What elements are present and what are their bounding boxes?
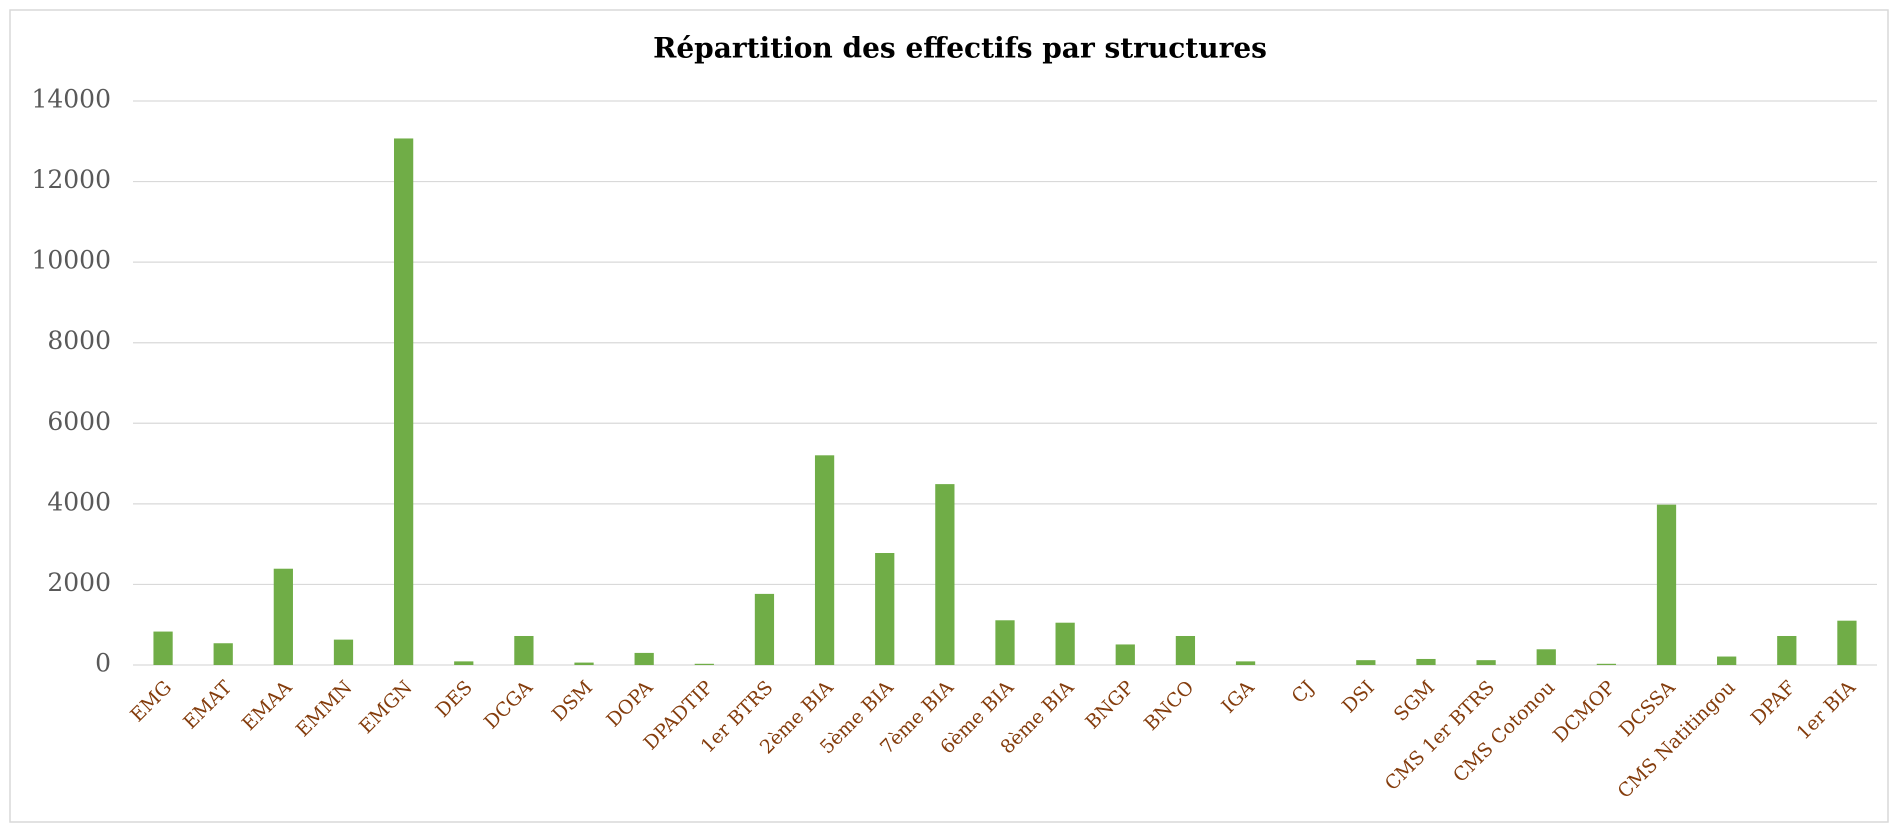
bar [754, 593, 775, 665]
bar [1777, 635, 1797, 665]
y-tick-label: 10000 [31, 246, 111, 275]
y-tick-label: 14000 [31, 85, 111, 114]
bar [213, 643, 233, 665]
bar [1476, 660, 1496, 665]
chart-title: Répartition des effectifs par structures [653, 32, 1267, 65]
bar [393, 138, 414, 666]
bar [273, 568, 293, 665]
bar [574, 662, 594, 665]
bar [1115, 644, 1135, 665]
y-tick-label: 12000 [31, 165, 111, 194]
bar [1416, 658, 1436, 665]
y-tick-label: 2000 [47, 568, 111, 597]
y-tick-label: 6000 [47, 407, 111, 436]
bar [814, 455, 835, 665]
y-tick-label: 4000 [47, 487, 111, 516]
bar [1656, 504, 1677, 665]
bar [1837, 620, 1857, 665]
bar [935, 484, 955, 665]
bar [333, 639, 354, 665]
bar [1175, 635, 1196, 665]
bar [153, 631, 173, 665]
bar [454, 661, 474, 665]
bar [514, 635, 534, 665]
bar [1536, 649, 1556, 665]
bar [875, 553, 895, 665]
bar [634, 652, 654, 665]
bar [694, 663, 714, 665]
bar [1596, 663, 1617, 665]
bar [1055, 622, 1075, 665]
bar [1356, 660, 1376, 665]
bar [995, 620, 1015, 665]
chart-frame [9, 9, 1889, 823]
y-tick-label: 0 [95, 649, 111, 678]
y-tick-label: 8000 [47, 326, 111, 355]
bar [1235, 661, 1256, 665]
bar [1717, 656, 1737, 665]
